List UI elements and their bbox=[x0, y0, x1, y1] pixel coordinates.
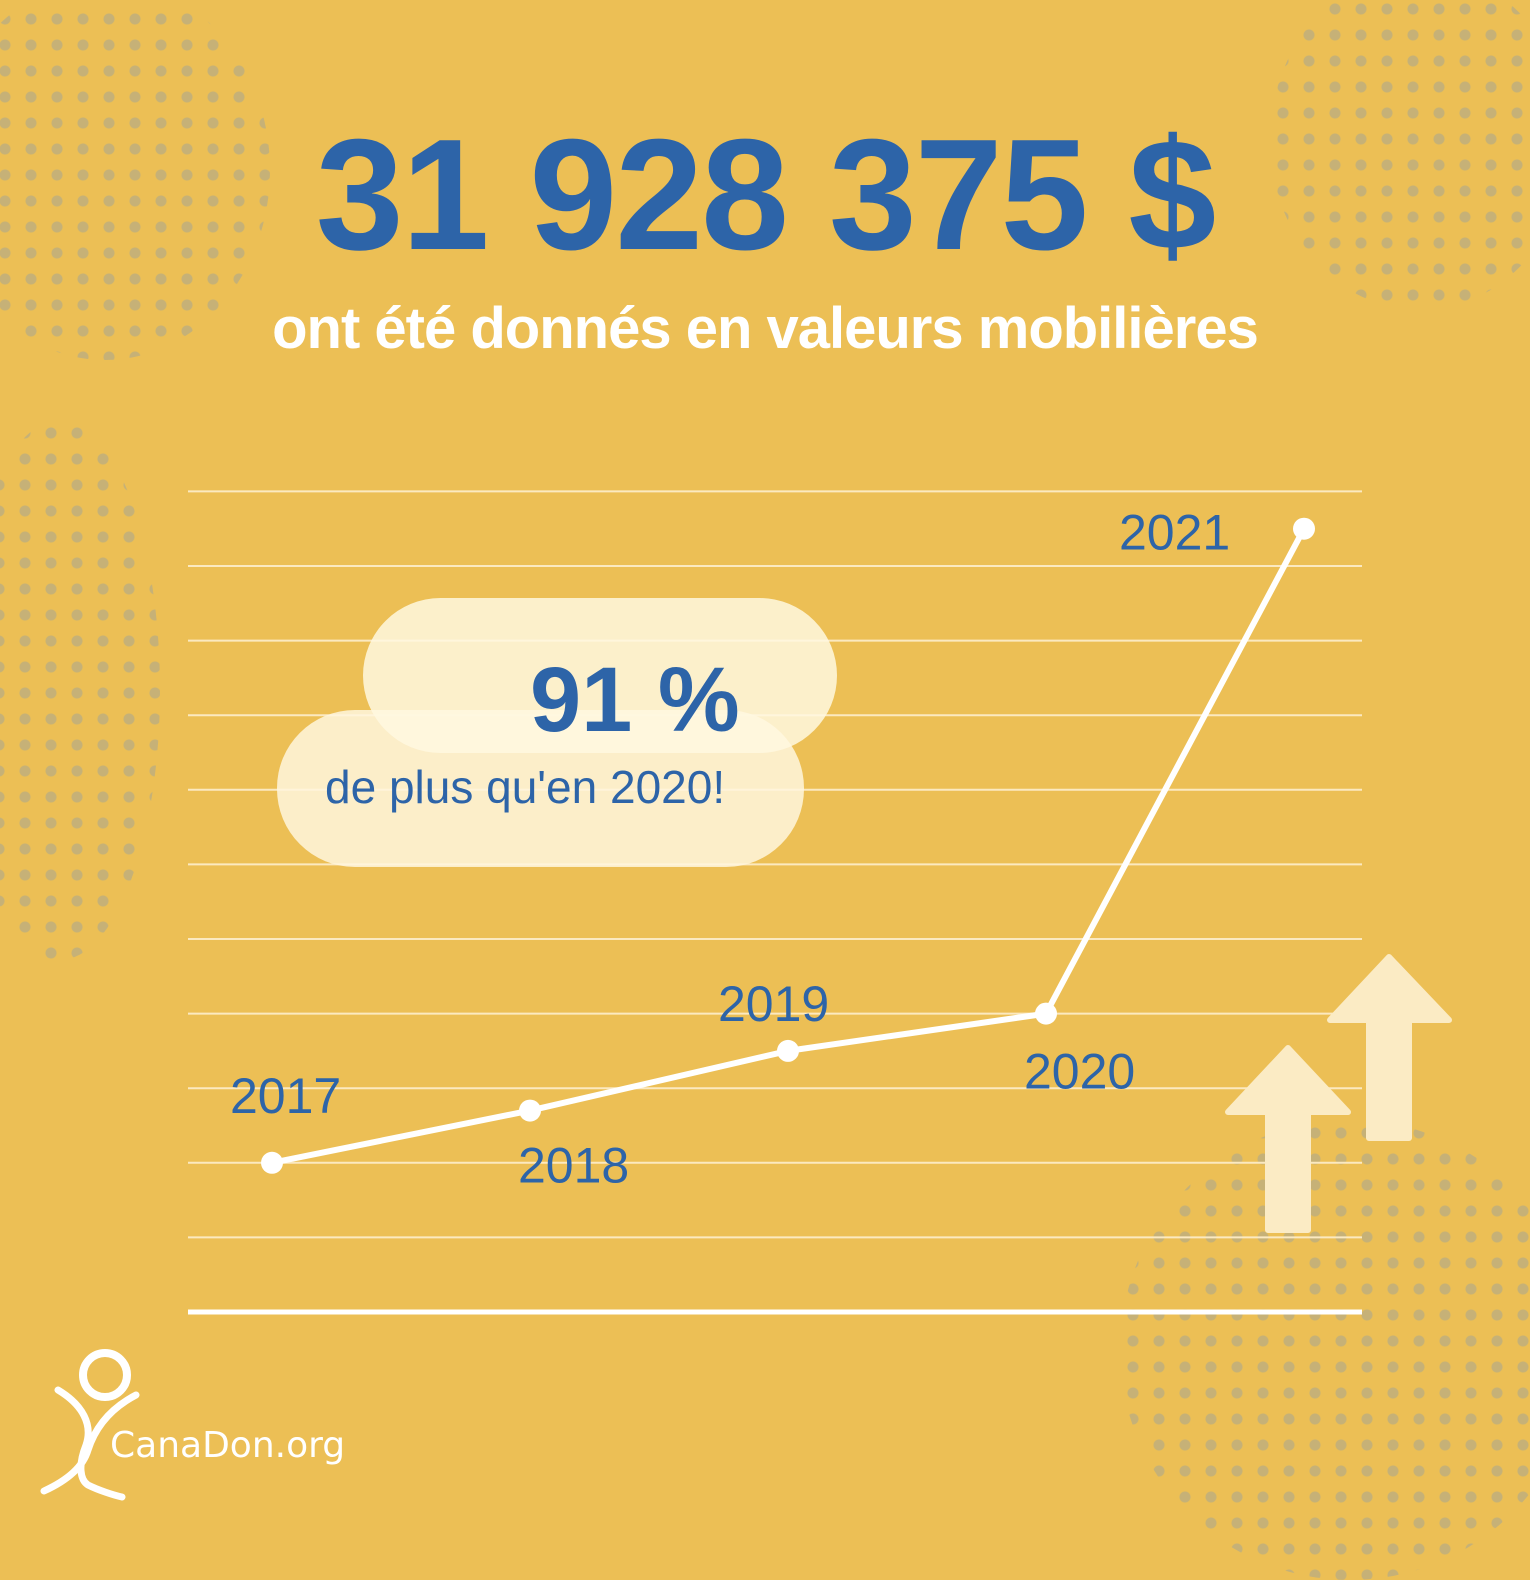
category-label: 2018 bbox=[518, 1138, 629, 1194]
callout-bubble bbox=[363, 598, 837, 753]
data-point bbox=[1293, 517, 1315, 540]
category-label: 2017 bbox=[230, 1068, 341, 1124]
callout-text: de plus qu'en 2020! bbox=[325, 761, 726, 813]
logo-text: CanaDon.org bbox=[110, 1425, 346, 1466]
data-point bbox=[777, 1039, 799, 1062]
stick-figure-logo-icon bbox=[40, 1349, 140, 1501]
callout-percentage: 91 % bbox=[530, 649, 740, 751]
dot-pattern-decoration bbox=[0, 0, 270, 360]
dot-pattern-decoration bbox=[0, 420, 160, 960]
category-label: 2020 bbox=[1024, 1044, 1135, 1100]
subheadline: ont été donnés en valeurs mobilières bbox=[272, 296, 1259, 361]
headline-amount: 31 928 375 $ bbox=[315, 107, 1217, 283]
dot-pattern-decoration bbox=[1270, 0, 1530, 310]
data-point bbox=[519, 1099, 541, 1122]
category-label: 2021 bbox=[1119, 505, 1230, 561]
data-point bbox=[1035, 1002, 1057, 1025]
data-point bbox=[261, 1151, 283, 1174]
category-label: 2019 bbox=[718, 976, 829, 1032]
